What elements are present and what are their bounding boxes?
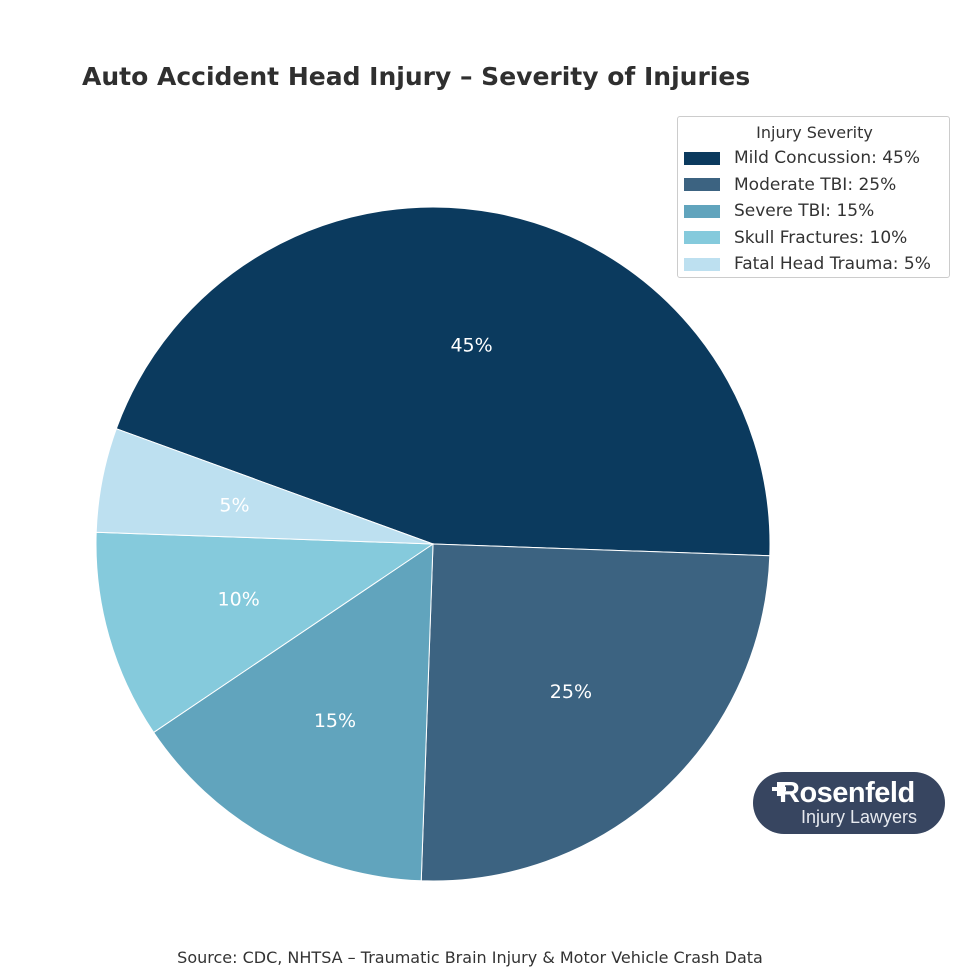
slice-label-skull-fractures: 10% <box>218 589 260 611</box>
pie-slice-moderate-tbi <box>420 543 771 882</box>
pie-slice-severe-tbi <box>152 543 434 882</box>
rosenfeld-logo: Rosenfeld Injury Lawyers <box>753 772 945 834</box>
legend-label: Skull Fractures: 10% <box>734 227 908 248</box>
legend-item: Mild Concussion: 45% <box>684 148 920 168</box>
legend-item: Severe TBI: 15% <box>684 201 874 221</box>
plus-icon <box>772 782 786 796</box>
legend-item: Moderate TBI: 25% <box>684 175 896 195</box>
logo-subtitle: Injury Lawyers <box>801 807 918 827</box>
legend-swatch <box>684 257 720 271</box>
slice-label-moderate-tbi: 25% <box>550 681 592 703</box>
source-note: Source: CDC, NHTSA – Traumatic Brain Inj… <box>177 948 763 967</box>
slice-label-mild-concussion: 45% <box>450 335 492 357</box>
legend: Injury Severity Mild Concussion: 45% Mode… <box>677 116 950 278</box>
pie-slice-skull-fractures <box>95 531 435 734</box>
legend-swatch <box>684 231 720 244</box>
logo-name: Rosenfeld <box>779 777 915 809</box>
pie-slices <box>95 206 771 882</box>
legend-swatch <box>684 204 720 218</box>
legend-item: Skull Fractures: 10% <box>684 228 907 248</box>
legend-title: Injury Severity <box>756 123 873 142</box>
legend-label: Severe TBI: 15% <box>734 201 875 221</box>
slice-label-fatal-head-trauma: 5% <box>219 494 249 516</box>
slice-label-severe-tbi: 15% <box>314 710 356 732</box>
chart-title: Auto Accident Head Injury – Severity of … <box>82 62 751 91</box>
legend-swatch <box>684 151 720 165</box>
legend-label: Moderate TBI: 25% <box>734 174 897 195</box>
legend-item: Fatal Head Trauma: 5% <box>684 254 931 274</box>
legend-swatch <box>684 178 720 191</box>
pie-slice-labels: 45% 25% 15% 10% 5% <box>218 335 593 732</box>
legend-label: Mild Concussion: 45% <box>734 148 921 168</box>
pie-slice-mild-concussion <box>115 206 771 557</box>
legend-label: Fatal Head Trauma: 5% <box>734 254 931 274</box>
pie-slice-fatal-head-trauma <box>95 428 434 545</box>
